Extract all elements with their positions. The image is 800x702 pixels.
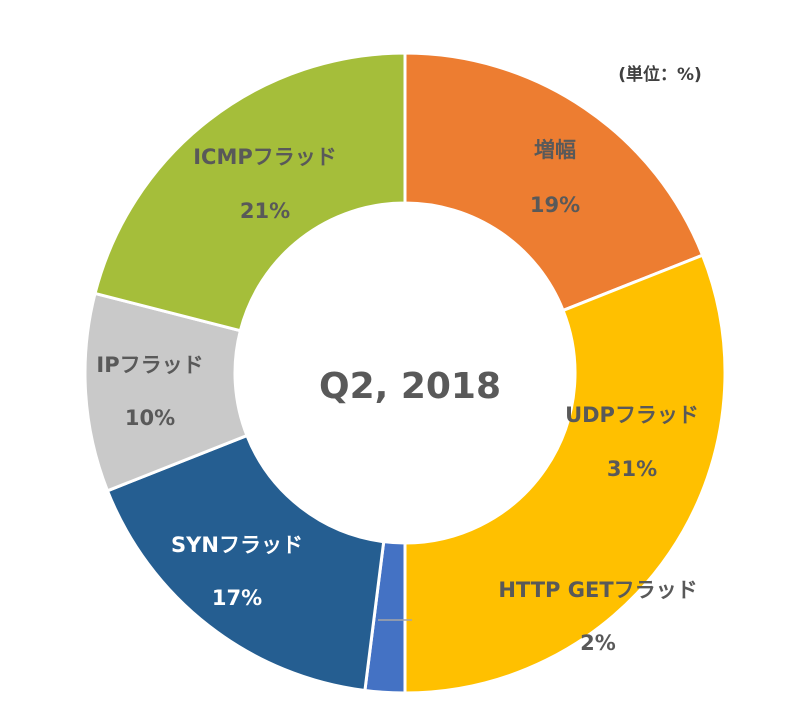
slice-name-label: IPフラッド: [96, 353, 203, 377]
slice-5: [93, 51, 407, 333]
slice-name-label: ICMPフラッド: [193, 145, 337, 169]
slice-name-label: UDPフラッド: [565, 403, 699, 427]
slice-value-label: 17%: [212, 586, 262, 610]
slice-name-label: HTTP GETフラッド: [498, 578, 697, 602]
slice-name-label: 増幅: [534, 138, 576, 162]
slice-value-label: 19%: [530, 193, 580, 217]
slice-3: [105, 433, 386, 693]
center-label: Q2, 2018: [319, 366, 501, 407]
slice-value-label: 21%: [240, 199, 290, 223]
slice-value-label: 10%: [125, 406, 175, 430]
unit-note: (単位：%): [618, 64, 702, 85]
slice-name-label: SYNフラッド: [171, 533, 303, 557]
slice-value-label: 2%: [580, 631, 616, 655]
slice-0: [403, 51, 705, 313]
slice-value-label: 31%: [607, 457, 657, 481]
slice-1: [403, 253, 727, 695]
